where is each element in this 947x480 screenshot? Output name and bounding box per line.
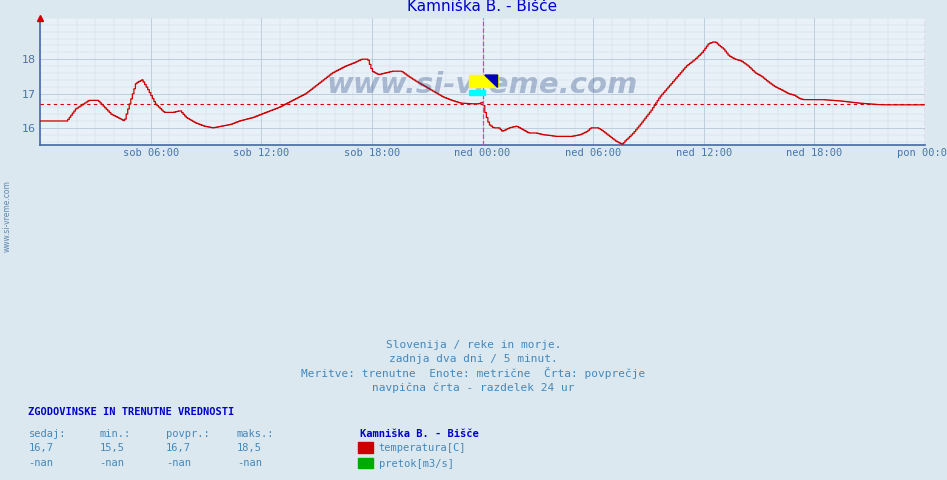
Polygon shape [485,75,497,87]
Text: Kamniška B. - Bišče: Kamniška B. - Bišče [360,429,478,439]
Text: temperatura[C]: temperatura[C] [379,443,466,453]
Text: -nan: -nan [166,457,190,468]
Text: ZGODOVINSKE IN TRENUTNE VREDNOSTI: ZGODOVINSKE IN TRENUTNE VREDNOSTI [28,407,235,417]
Text: maks.:: maks.: [237,429,275,439]
Text: navpična črta - razdelek 24 ur: navpična črta - razdelek 24 ur [372,383,575,393]
Text: 15,5: 15,5 [99,443,124,453]
Title: Kamniška B. - Bišče: Kamniška B. - Bišče [407,0,558,14]
Text: Meritve: trenutne  Enote: metrične  Črta: povprečje: Meritve: trenutne Enote: metrične Črta: … [301,367,646,379]
Text: -nan: -nan [99,457,124,468]
Bar [469,75,497,87]
Text: 18,5: 18,5 [237,443,261,453]
Text: 16,7: 16,7 [166,443,190,453]
Text: povpr.:: povpr.: [166,429,209,439]
Text: -nan: -nan [237,457,261,468]
Text: 16,7: 16,7 [28,443,53,453]
Text: Slovenija / reke in morje.: Slovenija / reke in morje. [385,340,562,350]
Text: www.si-vreme.com: www.si-vreme.com [327,72,638,99]
Text: sedaj:: sedaj: [28,429,66,439]
Text: pretok[m3/s]: pretok[m3/s] [379,459,454,469]
Text: min.:: min.: [99,429,131,439]
Text: zadnja dva dni / 5 minut.: zadnja dva dni / 5 minut. [389,354,558,364]
Text: www.si-vreme.com: www.si-vreme.com [3,180,12,252]
Bar [469,90,485,95]
Text: -nan: -nan [28,457,53,468]
